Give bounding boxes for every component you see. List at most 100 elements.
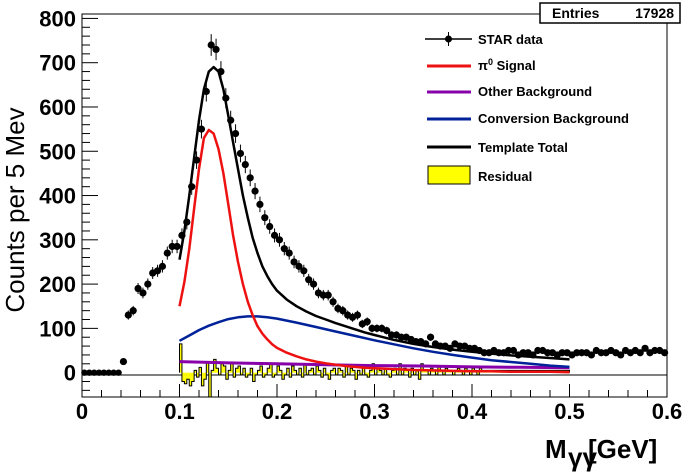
data-point — [110, 369, 117, 376]
residual-bin — [408, 372, 412, 378]
data-point — [309, 280, 318, 288]
data-point — [178, 231, 186, 239]
data-point — [280, 245, 288, 253]
data-point — [587, 351, 596, 359]
data-point — [124, 311, 132, 319]
data-point — [329, 298, 337, 306]
data-point — [115, 369, 122, 376]
data-point — [285, 249, 293, 257]
residual-bin — [296, 372, 299, 375]
data-point — [197, 125, 206, 133]
residual-bin — [418, 372, 421, 380]
residual-bin — [277, 366, 280, 373]
residual-bin — [376, 368, 380, 373]
data-point — [529, 351, 537, 359]
residual-bin — [259, 366, 263, 373]
residual-bin — [189, 372, 192, 386]
data-point — [422, 340, 430, 348]
residual-bin — [320, 372, 324, 378]
y-tick-label: 600 — [39, 95, 76, 120]
x-tick-label: 0.4 — [457, 399, 488, 424]
data-point — [100, 369, 108, 376]
data-point — [305, 276, 313, 284]
residual-bin — [274, 372, 277, 375]
x-tick-label: 0.1 — [164, 399, 195, 424]
residual-bin — [235, 368, 238, 373]
legend-conversion-label: Conversion Background — [478, 111, 629, 126]
data-point — [236, 149, 245, 158]
data-point — [192, 156, 201, 164]
x-tick-label: 0.3 — [359, 399, 390, 424]
axis-ticks — [81, 17, 668, 397]
residual-bin — [238, 366, 241, 373]
x-axis-label-sub: γγ — [568, 442, 597, 472]
data-point — [251, 187, 259, 195]
data-points — [81, 34, 669, 376]
residual-bin — [213, 359, 217, 373]
other-background-curve — [179, 360, 570, 370]
data-point — [183, 218, 191, 226]
residual-bin — [442, 372, 446, 375]
residual-bin — [308, 370, 312, 373]
data-point — [227, 116, 235, 124]
residual-bin — [415, 370, 419, 373]
stats-box: Entries 17928 — [539, 2, 681, 24]
tick-labels: 0 0.1 0.2 0.3 0.4 0.5 0.6 0 100 200 300 400 500 600 70… — [39, 6, 682, 424]
data-point — [119, 357, 128, 366]
data-point — [86, 369, 93, 376]
residual-bin — [350, 368, 353, 373]
residual-bin — [413, 372, 416, 375]
residual-bin — [247, 372, 251, 375]
data-point — [222, 94, 230, 102]
data-point — [90, 369, 98, 376]
data-point — [163, 249, 171, 257]
residual-bin — [381, 372, 385, 375]
residual-bin — [291, 366, 295, 373]
residual-bin — [294, 370, 297, 373]
residual-bin — [301, 372, 304, 378]
residual-bin — [401, 372, 404, 375]
residual-bin — [228, 370, 231, 373]
residual-bin — [199, 367, 202, 373]
y-tick-label: 100 — [39, 316, 76, 341]
residual-bin — [333, 368, 336, 373]
pi0-signal-curve — [178, 128, 570, 374]
data-point — [509, 346, 518, 355]
residual-bin — [250, 368, 253, 373]
y-tick-label: 0 — [64, 361, 76, 386]
residual-bin — [269, 363, 273, 373]
data-point — [641, 344, 649, 352]
data-point — [353, 311, 362, 319]
legend-signal-prefix: π — [478, 58, 488, 73]
y-tick-label: 800 — [39, 6, 76, 31]
residual-bin — [257, 370, 260, 373]
legend-total-label: Template Total — [478, 140, 568, 155]
data-point — [217, 67, 225, 76]
stats-entries-value: 17928 — [635, 5, 674, 21]
residual-bin — [374, 372, 377, 375]
data-point — [173, 242, 181, 251]
data-point — [134, 284, 142, 293]
legend-signal-sup: 0 — [488, 57, 493, 67]
residual-bin — [328, 372, 331, 380]
residual-bin — [476, 372, 480, 375]
residual-bin — [186, 372, 190, 380]
data-point — [241, 160, 249, 169]
residual-bin — [225, 372, 229, 380]
residual-bin — [298, 368, 302, 373]
residual-bin — [367, 372, 370, 378]
residual-bin — [245, 372, 248, 378]
y-tick-label: 400 — [39, 184, 76, 209]
residual-bin — [218, 372, 221, 375]
data-point — [158, 262, 167, 270]
data-point — [324, 291, 332, 299]
residual-bin — [262, 372, 265, 378]
residual-bin — [428, 372, 431, 375]
data-point — [426, 333, 435, 341]
data-point — [290, 258, 298, 266]
residual-bin — [242, 368, 246, 373]
residual-bin — [272, 372, 275, 378]
residual-bin — [211, 370, 214, 373]
data-point — [660, 349, 669, 357]
residual-bin — [284, 372, 287, 375]
